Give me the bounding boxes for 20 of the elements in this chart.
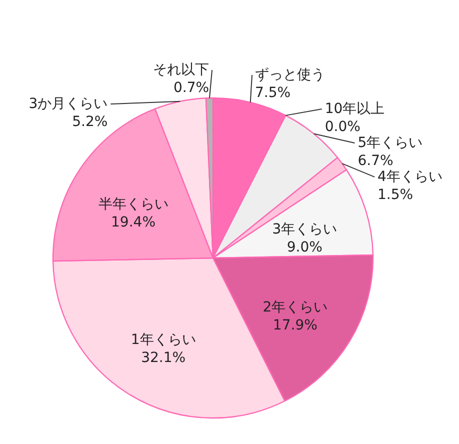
data-label: 0.7% [173,80,210,96]
slice-label: 2年くらい [262,300,328,316]
slice-label: 半年くらい [98,196,168,213]
legend-label: 10年以上 [324,100,385,117]
data-label: 1.5% [378,186,414,203]
data-label: 7.5% [255,84,291,101]
data-label: 6.7% [358,152,394,169]
slice-label: 4年くらい [378,168,442,185]
slice-label: 1年くらい [130,332,196,348]
slice-label: 3年くらい [272,221,338,238]
data-label: 19.4% [111,214,156,231]
data-label: 17.9% [272,318,318,334]
text: 0.0% [324,118,360,135]
data-label: 9.0% [286,239,322,256]
slice-label: 3か月くらい [28,96,108,112]
slice-label: 5年くらい [358,134,423,151]
data-label: 32.1% [141,350,186,366]
slice-label: ずっと使う [255,66,326,83]
slice-label: それ以下 [153,62,210,78]
data-label: 5.2% [72,114,108,130]
